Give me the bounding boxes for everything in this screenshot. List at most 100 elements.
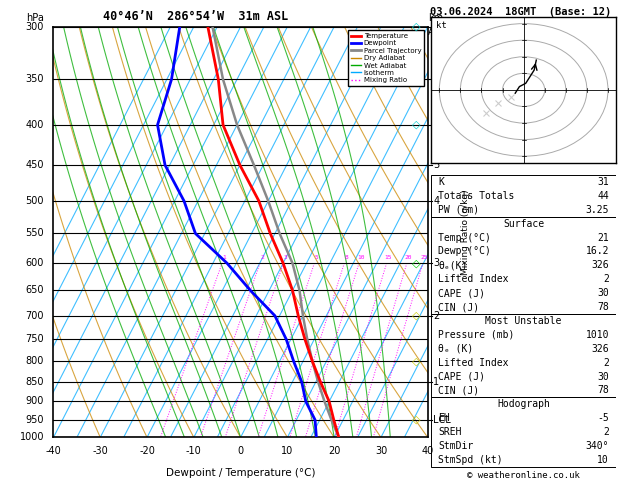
Text: -20: -20 [139,447,155,456]
Text: K: K [438,177,444,187]
Text: 0: 0 [238,447,243,456]
Text: CIN (J): CIN (J) [438,385,479,396]
Text: 2: 2 [433,311,440,321]
Text: 2: 2 [603,274,609,284]
Text: 40°46’N  286°54’W  31m ASL: 40°46’N 286°54’W 31m ASL [103,10,288,23]
Text: LCL: LCL [433,415,451,425]
Text: 3: 3 [433,258,440,268]
Text: 450: 450 [26,160,44,170]
Text: 500: 500 [26,196,44,206]
Legend: Temperature, Dewpoint, Parcel Trajectory, Dry Adiabat, Wet Adiabat, Isotherm, Mi: Temperature, Dewpoint, Parcel Trajectory… [348,30,424,86]
Text: 800: 800 [26,356,44,366]
Text: StmDir: StmDir [438,441,474,451]
Text: 700: 700 [26,311,44,321]
Text: EH: EH [438,413,450,423]
Text: -30: -30 [92,447,108,456]
Text: 3: 3 [284,255,287,260]
Text: θₑ(K): θₑ(K) [438,260,468,270]
Text: Lifted Index: Lifted Index [438,358,509,367]
Text: 44: 44 [598,191,609,201]
Text: 30: 30 [375,447,387,456]
Text: CAPE (J): CAPE (J) [438,288,486,298]
Text: Mixing Ratio (g/kg): Mixing Ratio (g/kg) [460,189,470,275]
Text: 1010: 1010 [586,330,609,340]
Text: StmSpd (kt): StmSpd (kt) [438,455,503,465]
Text: Most Unstable: Most Unstable [486,316,562,326]
Text: 2: 2 [260,255,264,260]
Text: Dewp (°C): Dewp (°C) [438,246,491,257]
Text: 03.06.2024  18GMT  (Base: 12): 03.06.2024 18GMT (Base: 12) [430,7,611,17]
Text: ◇: ◇ [412,356,421,366]
Bar [431,175,616,217]
Text: 3.25: 3.25 [586,205,609,215]
Text: 600: 600 [26,258,44,268]
Text: 2: 2 [603,358,609,367]
Text: 8: 8 [344,255,348,260]
Text: ASL: ASL [428,27,446,37]
Text: 1000: 1000 [19,433,44,442]
Bar [431,314,616,398]
Text: 1: 1 [222,255,226,260]
Text: 650: 650 [26,285,44,295]
Text: 1: 1 [433,377,440,387]
Text: ◇: ◇ [412,22,421,32]
Text: Lifted Index: Lifted Index [438,274,509,284]
Text: 950: 950 [26,415,44,425]
Text: 30: 30 [598,288,609,298]
Text: 326: 326 [591,260,609,270]
Text: km: km [428,13,443,23]
Text: 8: 8 [433,22,440,32]
Text: Temp (°C): Temp (°C) [438,232,491,243]
Text: 10: 10 [598,455,609,465]
Text: -10: -10 [186,447,202,456]
Text: CAPE (J): CAPE (J) [438,371,486,382]
Text: 4: 4 [433,196,440,206]
Text: 340°: 340° [586,441,609,451]
Text: 6: 6 [433,120,440,130]
Text: -40: -40 [45,447,62,456]
Text: hPa: hPa [26,13,43,23]
Text: ◇: ◇ [412,258,421,268]
Text: ◇: ◇ [412,415,421,425]
Bar [431,398,616,467]
Text: PW (cm): PW (cm) [438,205,479,215]
Text: θₑ (K): θₑ (K) [438,344,474,354]
Text: Dewpoint / Temperature (°C): Dewpoint / Temperature (°C) [166,468,315,478]
Text: 350: 350 [26,74,44,84]
Text: 5: 5 [433,160,440,170]
Text: 20: 20 [328,447,340,456]
Text: 15: 15 [384,255,392,260]
Text: 400: 400 [26,120,44,130]
Text: 16.2: 16.2 [586,246,609,257]
Text: 300: 300 [26,22,44,32]
Text: 25: 25 [421,255,428,260]
Bar [431,217,616,314]
Text: Pressure (mb): Pressure (mb) [438,330,515,340]
Text: 31: 31 [598,177,609,187]
Text: SREH: SREH [438,427,462,437]
Text: 78: 78 [598,385,609,396]
Text: 2: 2 [603,427,609,437]
Text: © weatheronline.co.uk: © weatheronline.co.uk [467,471,580,480]
Text: 30: 30 [598,371,609,382]
Text: ◇: ◇ [412,311,421,321]
Text: 10: 10 [281,447,294,456]
Text: Hodograph: Hodograph [497,399,550,409]
Text: 20: 20 [405,255,412,260]
Text: 750: 750 [26,334,44,344]
Text: 550: 550 [26,228,44,239]
Text: ◇: ◇ [412,120,421,130]
Text: 10: 10 [357,255,365,260]
Text: 326: 326 [591,344,609,354]
Text: 850: 850 [26,377,44,387]
Text: 78: 78 [598,302,609,312]
Text: -5: -5 [598,413,609,423]
Text: 7: 7 [433,74,440,84]
Text: 21: 21 [598,232,609,243]
Text: 5: 5 [314,255,318,260]
Text: 40: 40 [421,447,434,456]
Text: Totals Totals: Totals Totals [438,191,515,201]
Text: CIN (J): CIN (J) [438,302,479,312]
Text: Surface: Surface [503,219,544,228]
Text: 900: 900 [26,397,44,406]
